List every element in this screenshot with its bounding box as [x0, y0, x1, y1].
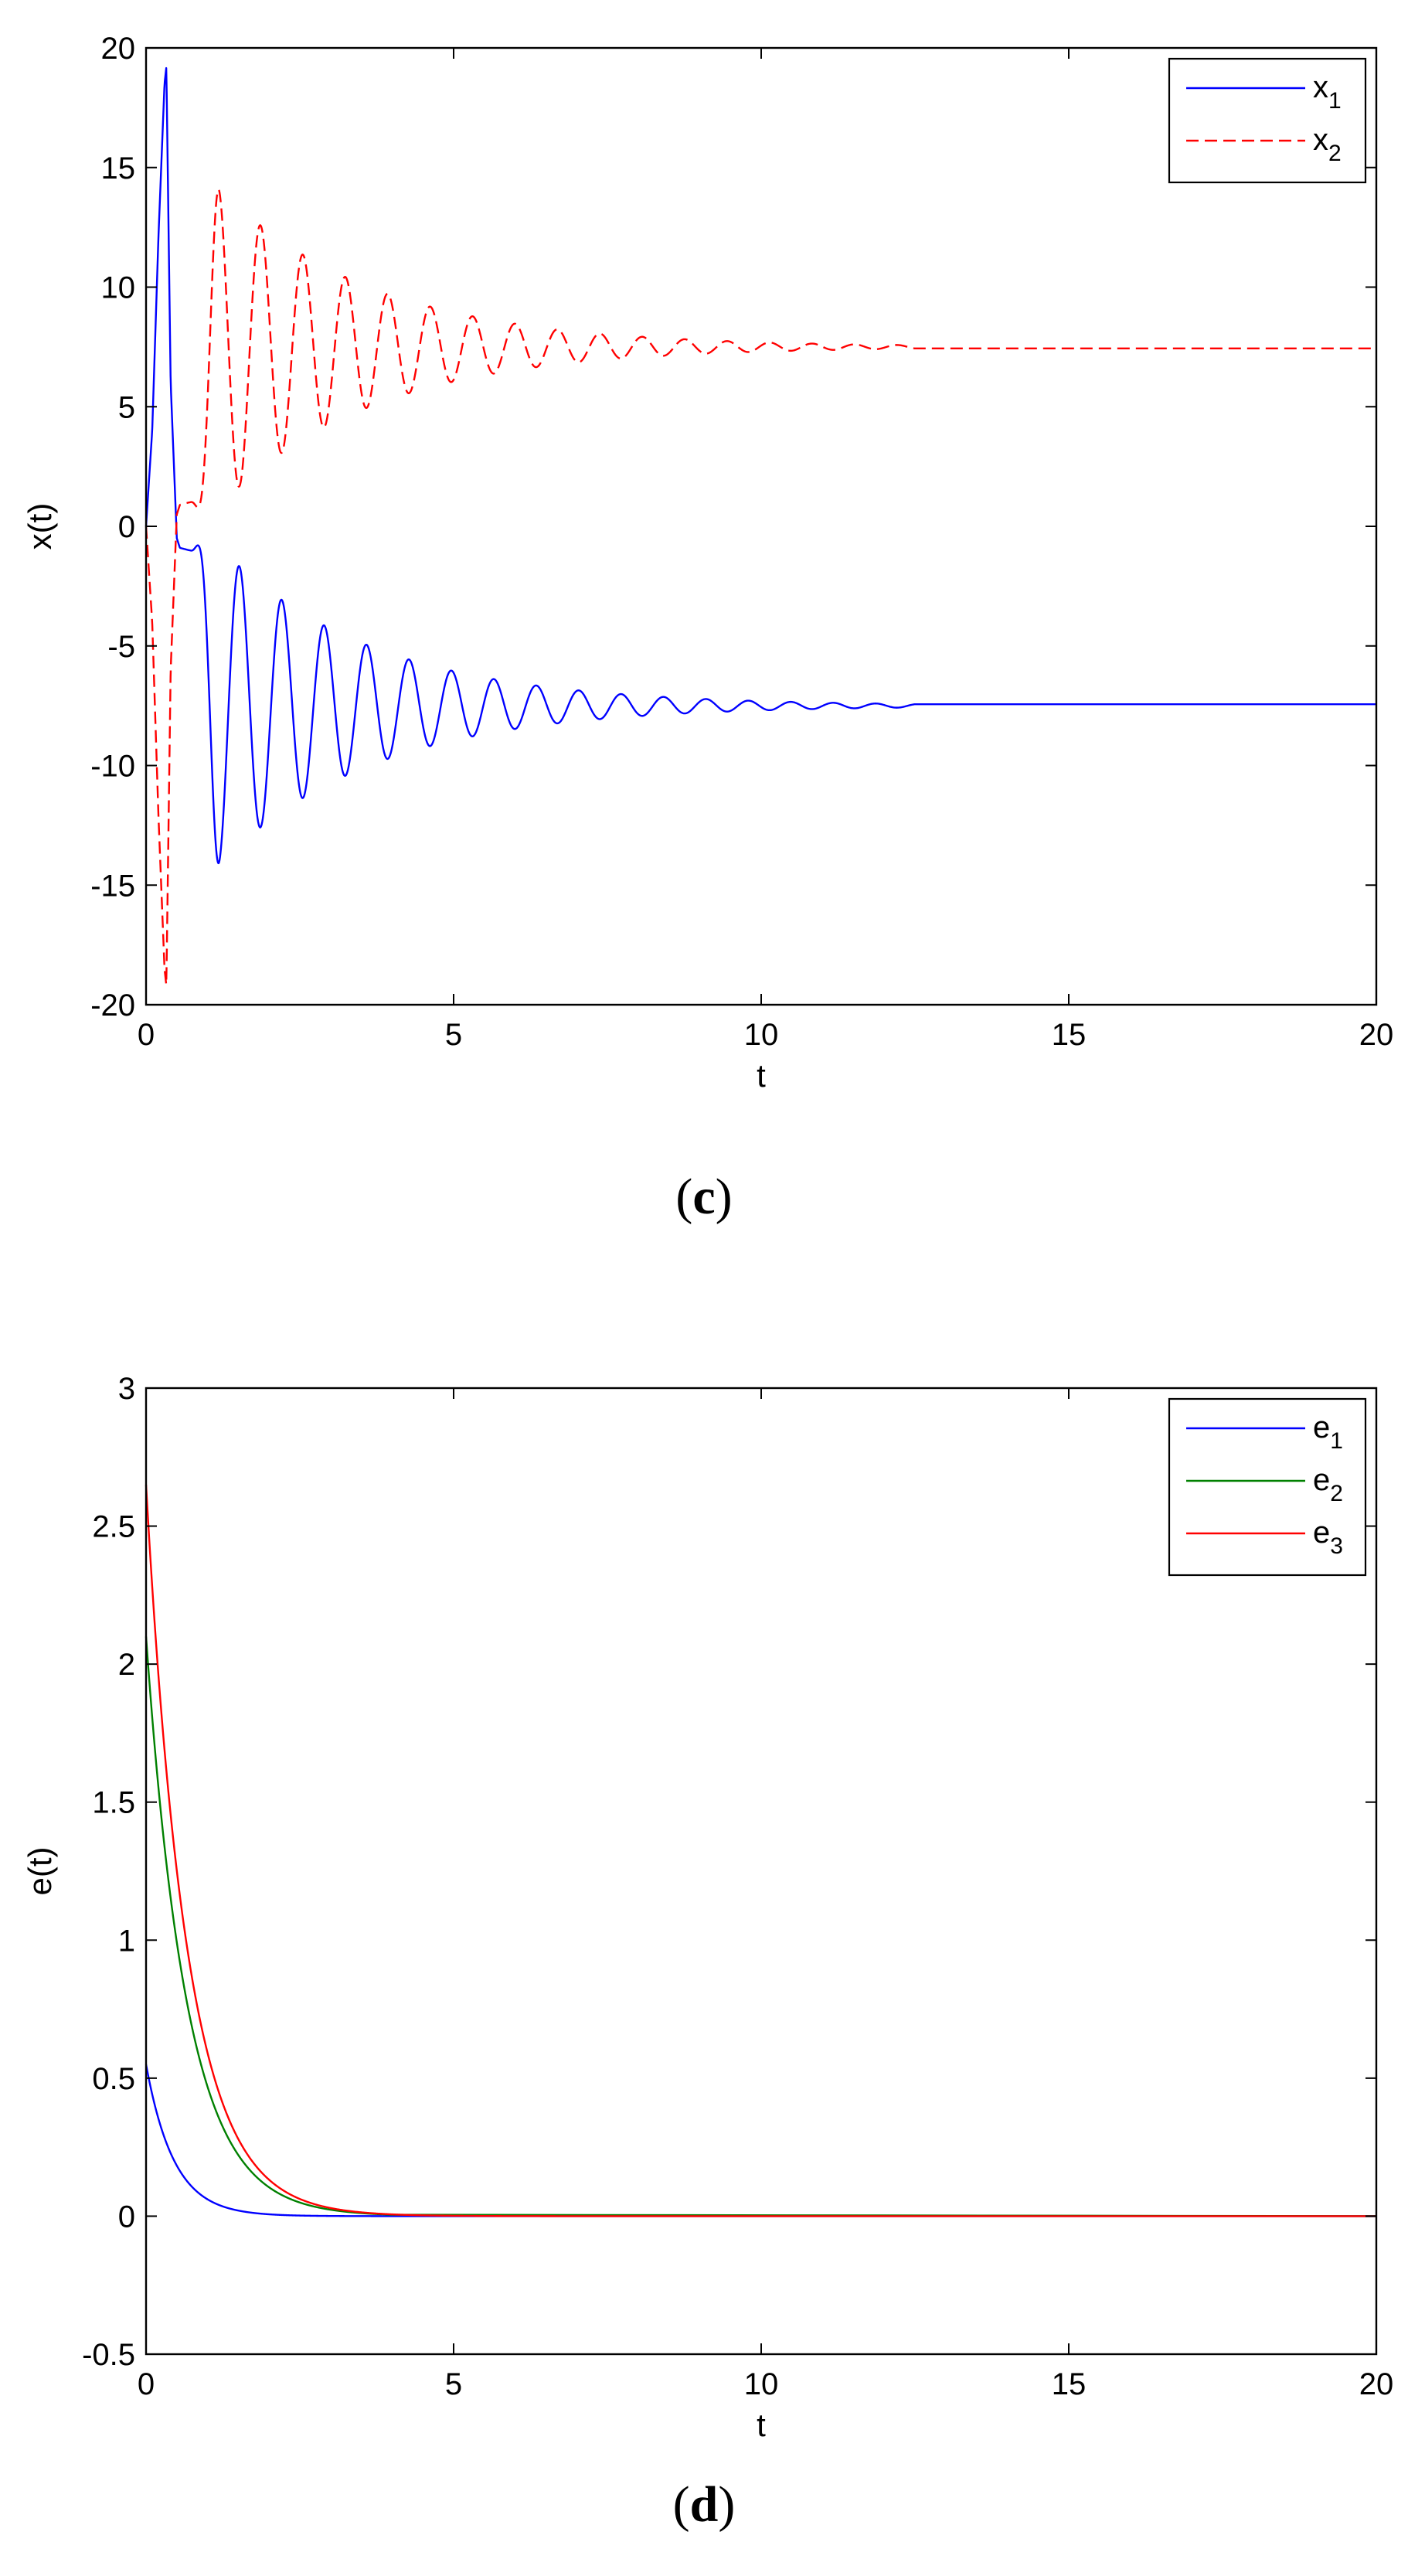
y-tick-label-c: -5 [107, 630, 135, 664]
series-line-d-e3 [145, 1484, 1377, 2217]
x-tick-label-c: 20 [1359, 1018, 1394, 1052]
panel-d-open: ( [673, 2476, 690, 2533]
x-tick-label-d: 0 [138, 2367, 155, 2401]
panel-d-close: ) [718, 2476, 735, 2533]
y-tick-label-d: 1.5 [92, 1786, 135, 1820]
x-axis-label-d: t [757, 2407, 766, 2443]
y-tick-label-c: -10 [90, 750, 135, 784]
x-tick-label-d: 5 [445, 2367, 462, 2401]
legend-label-c-x1: x1 [1313, 70, 1342, 114]
y-tick-label-c: 15 [101, 151, 136, 185]
y-tick-label-c: 5 [118, 390, 135, 424]
y-tick-label-c: 0 [118, 510, 135, 544]
series-line-c-x2 [145, 188, 1376, 986]
y-tick-label-d: 0.5 [92, 2062, 135, 2096]
series-line-d-e1 [145, 2064, 1377, 2217]
y-tick-label-d: 1 [118, 1924, 135, 1958]
legend-label-c-x2: x2 [1313, 123, 1342, 166]
x-axis-label-c: t [757, 1057, 766, 1094]
series-line-d-e2 [145, 1636, 1377, 2217]
panel-c-label: (c) [675, 1169, 732, 1225]
y-tick-label-d: 2 [118, 1648, 135, 1682]
series-line-c-x1 [145, 66, 1376, 865]
x-tick-label-d: 20 [1359, 2367, 1394, 2401]
x-tick-label-c: 0 [138, 1018, 155, 1052]
panel-d-label: (d) [673, 2476, 736, 2533]
x-tick-label-c: 10 [744, 1018, 779, 1052]
y-tick-label-c: -15 [90, 869, 135, 903]
legend-box-c [1168, 57, 1367, 184]
y-axis-label-c: x(t) [22, 503, 58, 550]
y-tick-label-c: 20 [101, 32, 136, 66]
y-tick-label-d: 2.5 [92, 1510, 135, 1544]
legend-label-d-e3: e3 [1313, 1516, 1343, 1559]
y-tick-label-d: 0 [118, 2200, 135, 2234]
panel-c-close: ) [716, 1169, 733, 1225]
y-tick-label-d: 3 [118, 1372, 135, 1406]
x-tick-label-c: 15 [1052, 1018, 1087, 1052]
panel-d-letter: d [690, 2476, 719, 2533]
y-tick-label-d: -0.5 [82, 2338, 135, 2372]
legend-label-d-e2: e2 [1313, 1463, 1343, 1506]
y-tick-label-c: -20 [90, 989, 135, 1023]
legend-label-d-e1: e1 [1313, 1411, 1343, 1454]
y-tick-label-c: 10 [101, 271, 136, 305]
x-tick-label-d: 10 [744, 2367, 779, 2401]
y-axis-label-d: e(t) [22, 1847, 58, 1896]
x-tick-label-c: 5 [445, 1018, 462, 1052]
x-tick-label-d: 15 [1052, 2367, 1087, 2401]
panel-c-letter: c [692, 1169, 715, 1225]
panel-c-open: ( [675, 1169, 692, 1225]
chart-panel-c: 0 5 10 15 20 -20 -15 -10 -5 0 5 10 15 20 t x(t) x1 x2 [22, 32, 1393, 1094]
